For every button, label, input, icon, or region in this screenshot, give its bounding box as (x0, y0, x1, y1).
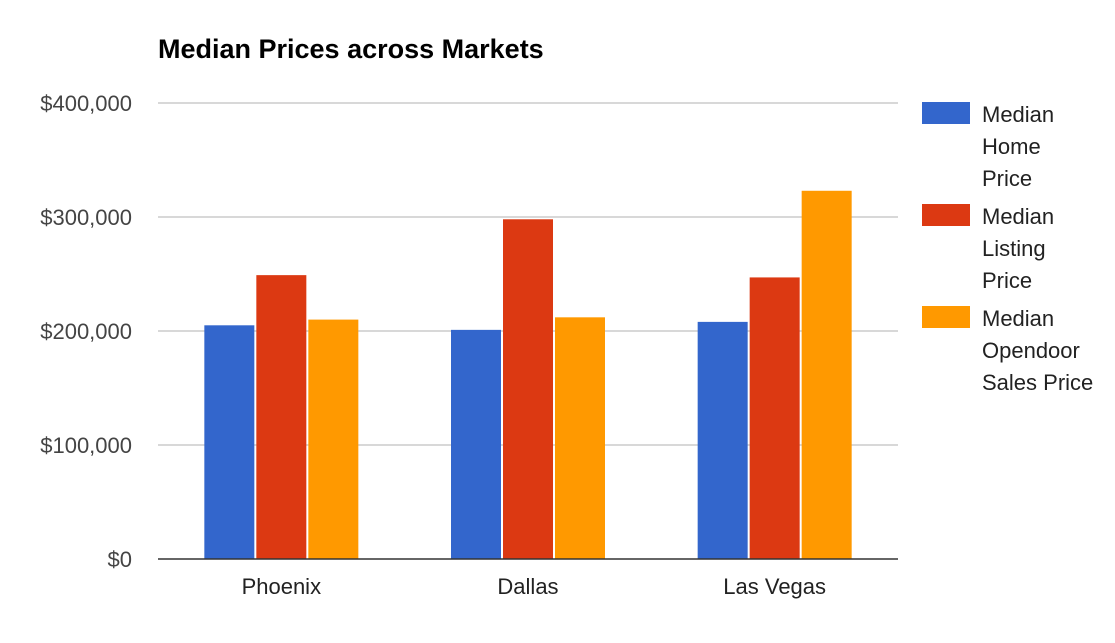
legend-swatch (922, 204, 970, 226)
legend-label: Opendoor (982, 338, 1080, 363)
bars (204, 190, 852, 559)
legend-label: Median (982, 204, 1054, 229)
legend-label: Price (982, 166, 1032, 191)
bar (749, 277, 800, 559)
bar (801, 190, 852, 559)
bar (503, 219, 553, 559)
legend: Median Home Price Median Listing Price Median O… (922, 102, 1093, 395)
bar (451, 329, 501, 559)
bar (697, 321, 748, 559)
x-tick-label: Dallas (497, 574, 558, 599)
y-tick-label: $200,000 (40, 319, 132, 344)
legend-label: Median (982, 306, 1054, 331)
y-tick-label: $100,000 (40, 433, 132, 458)
x-tick-label: Phoenix (242, 574, 322, 599)
bar (555, 317, 605, 559)
y-axis-ticks: $0 $100,000 $200,000 $300,000 $400,000 (40, 91, 132, 572)
legend-label: Listing (982, 236, 1046, 261)
legend-swatch (922, 102, 970, 124)
x-axis-ticks: Phoenix Dallas Las Vegas (242, 574, 826, 599)
legend-label: Home (982, 134, 1041, 159)
legend-label: Median (982, 102, 1054, 127)
legend-label: Sales Price (982, 370, 1093, 395)
chart-title: Median Prices across Markets (158, 34, 544, 64)
legend-label: Price (982, 268, 1032, 293)
y-tick-label: $300,000 (40, 205, 132, 230)
bar (204, 325, 255, 559)
legend-swatch (922, 306, 970, 328)
y-tick-label: $400,000 (40, 91, 132, 116)
bar (256, 275, 307, 559)
x-tick-label: Las Vegas (723, 574, 826, 599)
bar (308, 319, 359, 559)
y-tick-label: $0 (108, 547, 132, 572)
